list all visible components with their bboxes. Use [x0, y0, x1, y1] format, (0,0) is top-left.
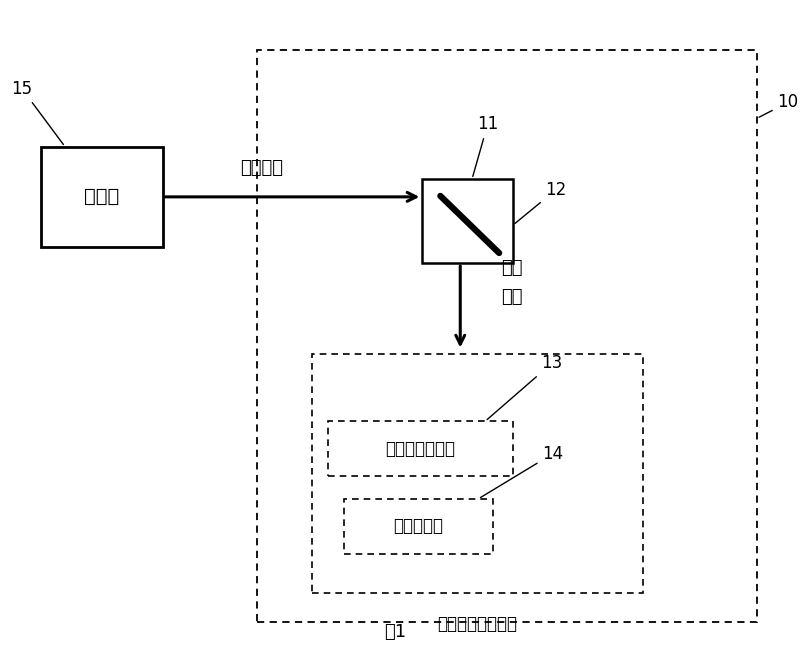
Bar — [343, 499, 493, 554]
Text: 12: 12 — [515, 181, 566, 223]
Text: 自旋分辨探测部分: 自旋分辨探测部分 — [438, 615, 518, 633]
Text: 14: 14 — [481, 445, 563, 498]
Text: 13: 13 — [487, 354, 562, 420]
Bar — [312, 354, 642, 593]
Text: 逸出
电子: 逸出 电子 — [501, 259, 522, 306]
Text: 电子能量分析器: 电子能量分析器 — [386, 440, 455, 458]
Text: 15: 15 — [11, 80, 63, 145]
Text: 11: 11 — [473, 115, 498, 177]
Bar — [328, 421, 513, 476]
Text: 10: 10 — [759, 93, 798, 117]
Text: 图1: 图1 — [384, 623, 406, 641]
Bar — [422, 179, 513, 263]
Text: 入射激光: 入射激光 — [240, 160, 283, 177]
Text: 激光器: 激光器 — [84, 188, 119, 206]
Bar — [41, 147, 162, 247]
Bar — [257, 50, 757, 622]
Text: 自旋探测器: 自旋探测器 — [394, 517, 443, 535]
